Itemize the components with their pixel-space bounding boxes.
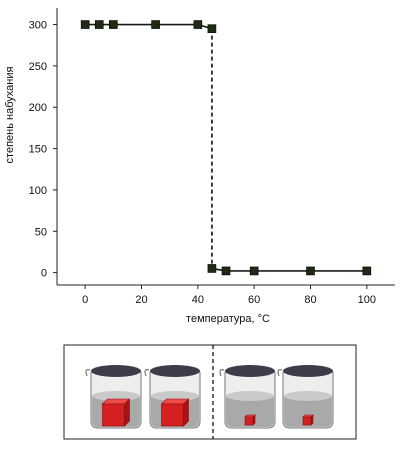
y-axis: 0 50 100 150 200 250 300	[29, 8, 58, 285]
data-point	[207, 24, 217, 33]
beaker-rim	[283, 365, 333, 377]
cube-side	[183, 398, 189, 427]
beaker	[85, 365, 142, 429]
gel-cube	[244, 416, 254, 426]
cube-side	[124, 398, 130, 427]
x-axis: 0 20 40 60 80 100	[57, 284, 395, 306]
beaker-spout	[85, 369, 91, 377]
data-point	[80, 20, 90, 29]
chart: 0 50 100 150 200 250 300 0 20 40 60 80 100 степень …	[4, 8, 395, 325]
cube-side	[252, 414, 256, 426]
y-tick-label: 100	[29, 185, 47, 197]
data-point	[221, 266, 231, 276]
gel-cube	[102, 403, 125, 427]
beaker-rim	[225, 365, 275, 377]
beaker-spout	[144, 369, 150, 377]
x-tick-label: 100	[358, 294, 376, 306]
data-point	[109, 20, 118, 29]
liquid-surface	[151, 391, 199, 401]
beaker-spout	[277, 369, 283, 377]
y-tick-label: 250	[29, 61, 47, 73]
beaker-spout	[219, 369, 225, 377]
liquid-surface	[92, 391, 140, 401]
data-point	[151, 20, 160, 29]
y-tick-label: 0	[41, 268, 47, 280]
y-tick-label: 300	[29, 20, 47, 32]
y-tick-label: 50	[35, 226, 47, 238]
data-point	[207, 264, 217, 273]
gel-cube	[302, 416, 312, 426]
beaker-liquid	[284, 396, 332, 427]
data-point	[249, 266, 259, 276]
beaker-rim	[150, 365, 200, 377]
y-axis-label: степень набухания	[4, 67, 16, 164]
data-point	[94, 20, 104, 29]
beaker	[219, 365, 276, 429]
beaker-rim	[91, 365, 141, 377]
data-point	[193, 20, 203, 29]
beaker	[144, 365, 201, 429]
x-tick-label: 60	[248, 294, 260, 306]
liquid-surface	[226, 391, 274, 401]
data-point	[362, 266, 372, 276]
y-tick-label: 150	[29, 144, 47, 156]
x-axis-label: температура, °C	[186, 313, 270, 325]
x-tick-label: 0	[82, 294, 88, 306]
liquid-surface	[284, 391, 332, 401]
x-tick-label: 20	[135, 294, 147, 306]
beaker	[277, 365, 334, 429]
gel-cube	[161, 403, 184, 427]
x-tick-label: 80	[304, 294, 316, 306]
beaker-liquid	[226, 396, 274, 427]
y-tick-label: 200	[29, 102, 47, 114]
x-tick-label: 40	[192, 294, 204, 306]
data-point	[306, 266, 315, 276]
